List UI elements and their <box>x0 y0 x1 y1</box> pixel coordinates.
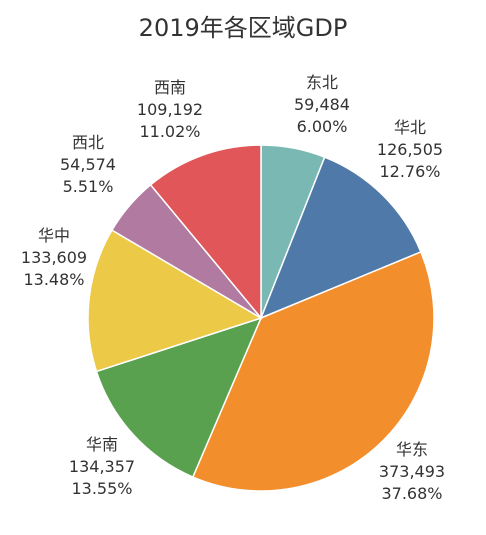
slice-label-percent-huadong: 37.68% <box>381 484 442 503</box>
slice-label-value-huazhong: 133,609 <box>21 248 87 267</box>
chart-title: 2019年各区域GDP <box>138 14 348 42</box>
slice-label-percent-huanan: 13.55% <box>71 479 132 498</box>
slice-label-value-dongbei: 59,484 <box>294 95 350 114</box>
pie-slice-huazhong <box>87 229 263 373</box>
pie-slice-huanan <box>95 316 263 478</box>
slice-label-percent-huabei: 12.76% <box>379 162 440 181</box>
slice-label-name-xinan: 西南 <box>154 78 186 97</box>
slice-label-percent-xinan: 11.02% <box>139 122 200 141</box>
pie-slice-huadong <box>191 250 435 492</box>
slice-label-value-huadong: 373,493 <box>379 462 445 481</box>
slice-label-name-huazhong: 华中 <box>38 226 70 245</box>
slice-label-value-huabei: 126,505 <box>377 140 443 159</box>
slice-label-name-huanan: 华南 <box>86 435 118 454</box>
slice-label-name-xibei: 西北 <box>72 133 104 152</box>
slice-label-name-huabei: 华北 <box>394 118 426 137</box>
slice-label-value-xibei: 54,574 <box>60 155 116 174</box>
slice-label-value-xinan: 109,192 <box>137 100 203 119</box>
slice-label-percent-huazhong: 13.48% <box>23 270 84 289</box>
pie-slice-xinan <box>149 144 262 321</box>
slice-label-percent-dongbei: 6.00% <box>297 117 348 136</box>
pie-slice-huabei <box>259 156 422 320</box>
slice-label-name-huadong: 华东 <box>396 440 428 459</box>
slice-label-name-dongbei: 东北 <box>306 73 338 92</box>
slice-label-percent-xibei: 5.51% <box>63 177 114 196</box>
slice-label-value-huanan: 134,357 <box>69 457 135 476</box>
